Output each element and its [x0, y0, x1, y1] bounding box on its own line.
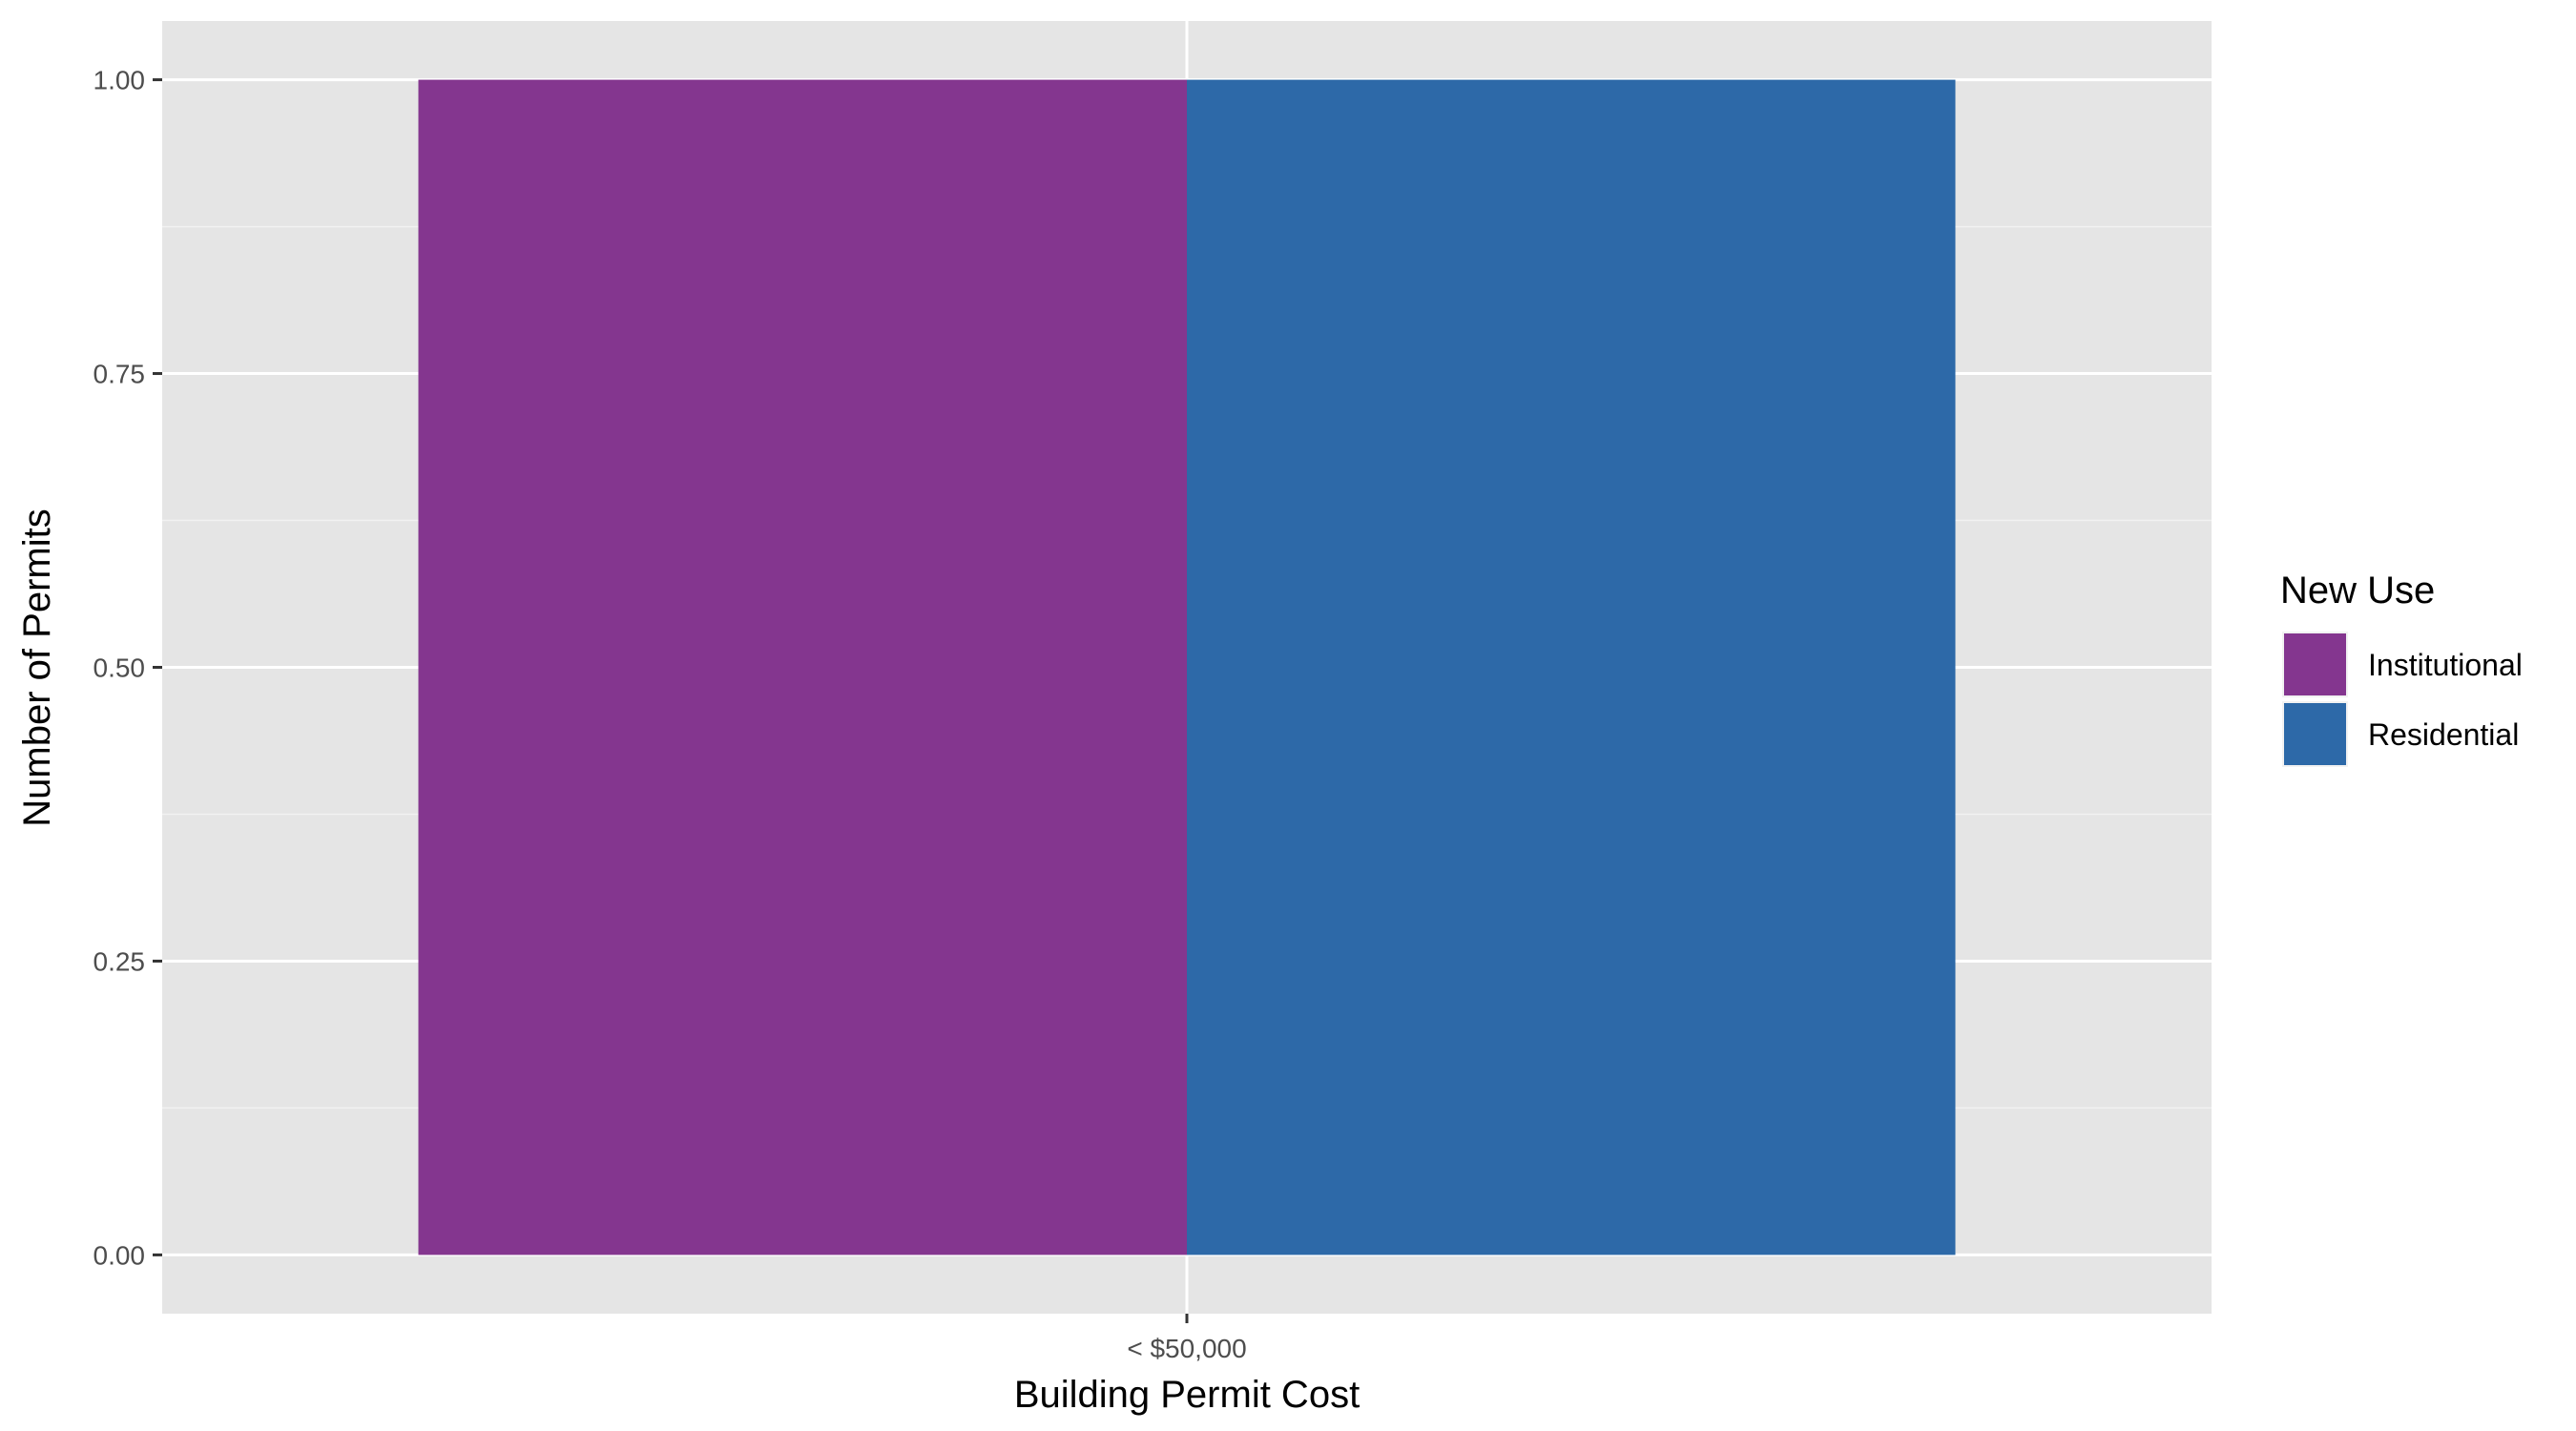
- y-axis: 0.00 0.25 0.50 0.75 1.00: [93, 66, 162, 1270]
- legend: New Use Institutional Residential: [2280, 570, 2523, 767]
- y-tick-label: 0.50: [93, 653, 146, 683]
- legend-key-swatch: [2284, 703, 2346, 765]
- y-tick-label: 1.00: [93, 66, 146, 95]
- y-axis-title: Number of Permits: [16, 508, 58, 826]
- legend-label: Residential: [2368, 717, 2519, 752]
- legend-items: Institutional Residential: [2282, 632, 2523, 767]
- bar-residential: [1187, 79, 1956, 1255]
- legend-label: Institutional: [2368, 648, 2523, 682]
- bars: [418, 79, 1956, 1255]
- y-tick-label: 0.25: [93, 946, 146, 976]
- x-axis: < $50,000: [1127, 1314, 1247, 1363]
- x-axis-title: Building Permit Cost: [1014, 1374, 1360, 1416]
- legend-key-swatch: [2284, 633, 2346, 695]
- bar-institutional: [418, 79, 1187, 1255]
- legend-title: New Use: [2280, 570, 2435, 612]
- y-tick-label: 0.75: [93, 360, 146, 389]
- x-tick-label: < $50,000: [1127, 1334, 1246, 1363]
- y-tick-label: 0.00: [93, 1240, 146, 1270]
